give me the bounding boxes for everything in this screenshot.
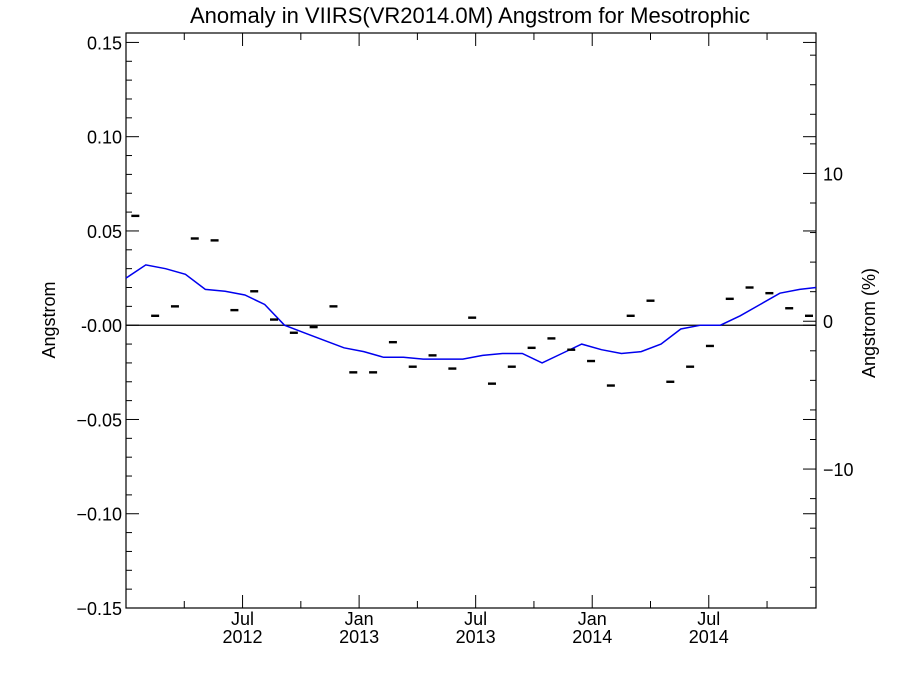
- y2-axis-label: Angstrom (%): [859, 268, 879, 378]
- y-axis-left: 0.15 0.10 0.05 -0.00 −0.05 −0.10 −0.15: [76, 33, 816, 619]
- y-tick-label: −0.05: [76, 410, 122, 430]
- smoothed-anomaly-line: [125, 264, 817, 364]
- x-tick-month: Jul: [464, 609, 487, 629]
- y-axis-label: Angstrom: [39, 281, 59, 358]
- plot-frame: [125, 32, 817, 609]
- x-tick-month: Jul: [697, 609, 720, 629]
- x-tick-year: 2012: [223, 627, 263, 647]
- y2-tick-label: 10: [823, 164, 843, 184]
- monthly-anomaly-markers: [131, 214, 814, 387]
- x-tick-year: 2014: [689, 627, 729, 647]
- y2-tick-label: −10: [823, 460, 854, 480]
- x-tick-year: 2014: [572, 627, 612, 647]
- chart-title: Anomaly in VIIRS(VR2014.0M) Angstrom for…: [190, 3, 750, 28]
- x-tick-month: Jul: [231, 609, 254, 629]
- x-tick-month: Jan: [345, 609, 374, 629]
- y-tick-label: -0.00: [81, 316, 122, 336]
- y2-tick-label: 0: [823, 312, 833, 332]
- y-tick-label: 0.15: [87, 33, 122, 53]
- y-axis-right: 10 0 −10: [803, 54, 854, 588]
- y-tick-label: 0.05: [87, 222, 122, 242]
- y-tick-label: 0.10: [87, 128, 122, 148]
- x-tick-month: Jan: [578, 609, 607, 629]
- y-tick-label: −0.10: [76, 505, 122, 525]
- x-tick-year: 2013: [339, 627, 379, 647]
- x-tick-year: 2013: [456, 627, 496, 647]
- y-tick-label: −0.15: [76, 599, 122, 619]
